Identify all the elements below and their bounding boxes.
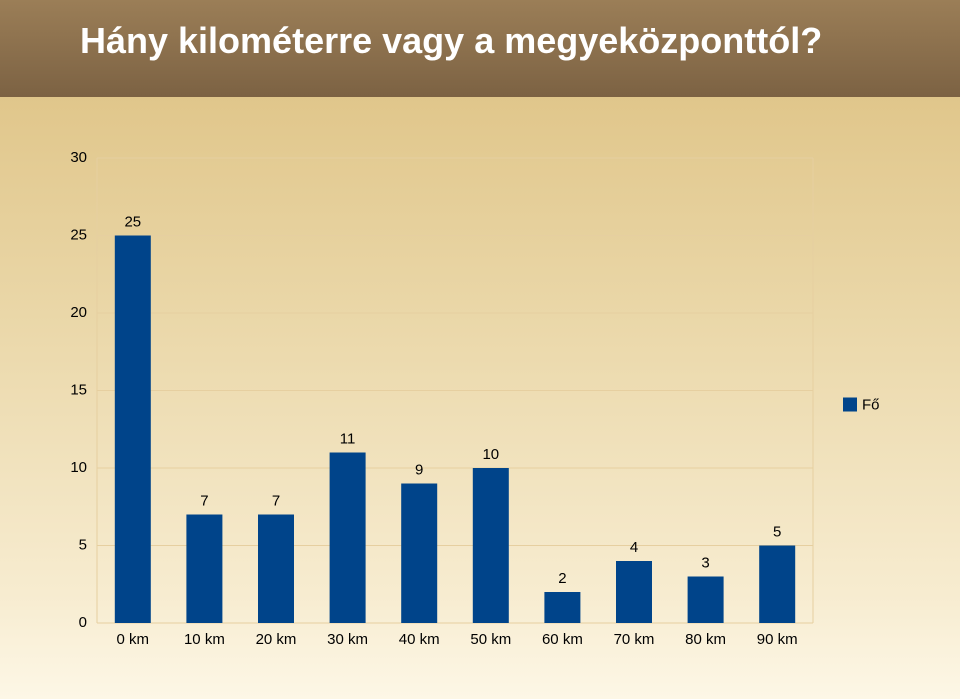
bar bbox=[759, 545, 796, 623]
bar bbox=[544, 592, 581, 623]
x-tick-label: 30 km bbox=[327, 631, 368, 648]
x-tick-label: 0 km bbox=[117, 631, 150, 648]
y-tick-label: 20 bbox=[70, 304, 87, 321]
data-label: 5 bbox=[773, 523, 781, 540]
x-tick-label: 40 km bbox=[399, 631, 440, 648]
bar bbox=[401, 483, 438, 623]
x-tick-label: 90 km bbox=[757, 631, 798, 648]
bar bbox=[258, 514, 294, 623]
data-label: 7 bbox=[200, 492, 208, 509]
chart-title: Hány kilométerre vagy a megyeközponttól? bbox=[80, 20, 823, 61]
bar bbox=[186, 514, 223, 623]
data-label: 10 bbox=[482, 446, 499, 463]
bar bbox=[472, 468, 509, 623]
y-tick-label: 5 bbox=[79, 536, 87, 553]
data-label: 7 bbox=[272, 492, 280, 509]
data-label: 25 bbox=[124, 213, 141, 230]
x-tick-label: 50 km bbox=[470, 631, 511, 648]
bar bbox=[616, 561, 652, 623]
bar bbox=[329, 452, 366, 623]
data-label: 9 bbox=[415, 461, 423, 478]
data-label: 4 bbox=[630, 539, 638, 556]
x-tick-label: 60 km bbox=[542, 631, 583, 648]
title-bar bbox=[0, 0, 960, 97]
x-tick-label: 20 km bbox=[256, 631, 297, 648]
x-tick-label: 80 km bbox=[685, 631, 726, 648]
data-label: 2 bbox=[558, 570, 566, 587]
bar bbox=[687, 576, 724, 623]
legend-label: Fő bbox=[862, 396, 880, 413]
bar bbox=[114, 235, 151, 623]
y-tick-label: 0 bbox=[79, 614, 87, 631]
y-tick-label: 15 bbox=[70, 381, 87, 398]
y-tick-label: 10 bbox=[70, 459, 87, 476]
y-tick-label: 30 bbox=[70, 149, 87, 166]
y-tick-label: 25 bbox=[70, 226, 87, 243]
data-label: 11 bbox=[340, 430, 356, 447]
data-label: 3 bbox=[701, 554, 709, 571]
x-tick-label: 70 km bbox=[614, 631, 655, 648]
legend-swatch bbox=[843, 397, 857, 412]
x-tick-label: 10 km bbox=[184, 631, 225, 648]
